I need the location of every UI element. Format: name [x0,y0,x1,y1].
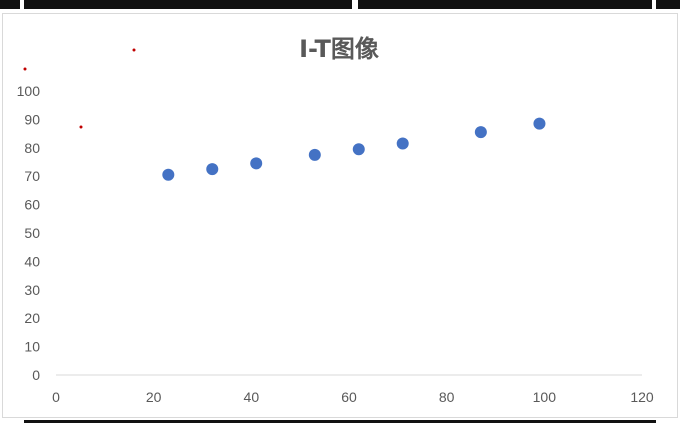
red-artifact-dot [132,48,136,52]
red-artifact-dot [23,67,27,71]
y-tick-label: 30 [24,282,40,298]
red-artifact-dot [79,125,83,129]
x-tick-label: 120 [630,389,654,405]
data-point[interactable] [533,117,546,130]
x-axis-ticks: 0 20 40 60 80 100 120 [52,389,654,405]
bottom-border [24,420,656,423]
x-tick-label: 60 [341,389,357,405]
x-tick-label: 80 [439,389,455,405]
y-tick-label: 60 [24,197,40,213]
data-point[interactable] [250,157,263,170]
data-point[interactable] [162,168,175,181]
top-border-gap [20,0,24,9]
x-tick-label: 0 [52,389,60,405]
chart-title: I-T图像 [299,35,380,63]
top-border [0,0,680,9]
y-tick-label: 90 [24,111,40,127]
y-tick-label: 80 [24,140,40,156]
y-tick-label: 70 [24,168,40,184]
y-tick-label: 10 [24,339,40,355]
top-border-gap [652,0,656,9]
data-point[interactable] [474,126,487,139]
x-tick-label: 40 [244,389,260,405]
x-tick-label: 20 [146,389,162,405]
data-point[interactable] [308,148,321,161]
y-tick-label: 50 [24,225,40,241]
y-tick-label: 40 [24,253,40,269]
y-tick-label: 100 [17,83,41,99]
y-tick-label: 0 [32,367,40,383]
data-point[interactable] [396,137,409,150]
top-border-gap [352,0,358,9]
data-points [162,117,546,181]
y-axis-ticks: 0 10 20 30 40 50 60 70 80 90 100 [17,83,41,383]
x-tick-label: 100 [533,389,557,405]
data-point[interactable] [206,163,219,176]
chart-area[interactable] [2,13,678,418]
y-tick-label: 20 [24,310,40,326]
data-point[interactable] [352,143,365,156]
